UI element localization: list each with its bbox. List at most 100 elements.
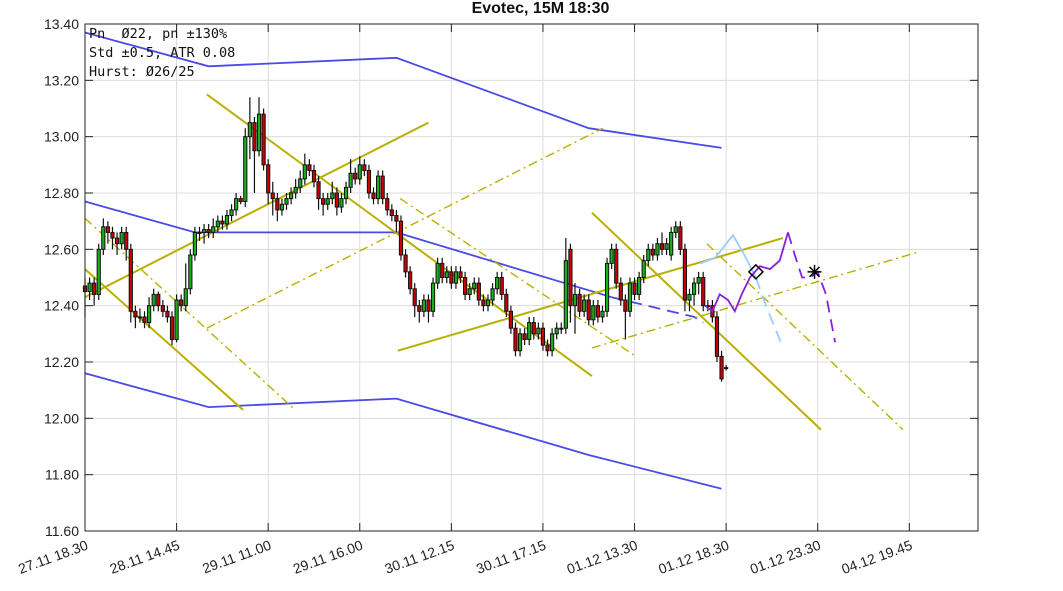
candle [224,209,230,230]
trendline-dashdot [399,198,637,357]
candle-body [398,220,404,256]
candle [238,195,243,205]
candle [614,243,619,289]
candle-body [275,198,280,211]
candle-body [147,305,152,324]
candle [513,322,518,357]
candle-body [92,282,97,295]
candle-body [696,277,701,284]
candle [485,294,491,312]
candle [321,193,326,216]
candle-body [137,316,143,319]
x-tick-label: 01.12 23.30 [748,537,823,577]
candle [275,193,280,222]
candle-body [673,226,678,233]
candle-body [462,277,468,295]
candle-body [197,231,202,234]
candle-body [293,186,298,194]
candle-body [719,355,724,380]
candle-body [316,181,321,200]
candle [375,170,381,205]
candle [691,277,697,306]
candle-body [682,248,688,301]
candle [449,266,454,289]
candle-body [559,327,564,330]
candle-body [224,215,230,225]
candle-body [307,164,312,171]
candle [453,266,459,289]
candle [435,257,440,289]
candle [627,277,633,317]
candle-body [614,248,619,284]
candle [316,176,321,210]
candle [650,243,655,261]
candle-body [160,305,165,312]
candle-body [499,277,504,295]
candle [641,254,646,284]
candle-body [206,229,211,233]
candle-body [600,310,605,318]
candle [110,226,115,250]
candle-body [508,310,513,329]
forecast-b-line [704,232,789,314]
candle [362,159,367,177]
candle-body [563,260,568,329]
candle [151,288,156,312]
candle [307,159,312,177]
candle-body [156,293,161,307]
candle [403,249,408,278]
candle [724,364,729,371]
candle [527,316,532,346]
candle-body [504,293,509,312]
candle-body [110,231,115,239]
candle-body [650,248,655,256]
candle-body [701,277,706,307]
candle [247,97,252,160]
candle [215,215,220,233]
candle-body [325,198,330,205]
candle [343,181,349,205]
trendline-solid [397,237,784,352]
candle [467,283,472,301]
candle-body [659,243,665,250]
candle [385,193,390,216]
candle [357,156,362,185]
candle-body [527,322,532,340]
candle [563,238,568,334]
info-line-2: Std ±0.5, ATR 0.08 [89,45,236,61]
candle [197,226,202,241]
forecast-a-projection [755,277,783,346]
candle [371,187,376,205]
diamond-marker [747,263,764,280]
candle-body [664,243,669,250]
candle-body [165,310,170,318]
band-upper [84,31,722,149]
candle [243,128,248,208]
candle-body [234,198,239,211]
trendline-dashdot [206,127,604,329]
candle-body [582,299,587,312]
candle-body [101,226,106,250]
candle [412,283,417,317]
candle [540,322,546,351]
candle [188,249,193,295]
candle [192,226,198,261]
candle-body [279,203,285,211]
candle-body [261,113,266,166]
forecast-b-projection [787,232,836,343]
candle [517,328,523,357]
trendline-solid [84,121,429,299]
candle-body [586,299,591,321]
candle [623,294,628,340]
candle-body [572,293,578,307]
candle [256,97,262,157]
candle [582,294,587,317]
plot-frame [84,23,979,532]
candle-body [353,172,358,180]
forecast-a-line [699,233,757,278]
candle-body [403,254,408,273]
x-tick-label: 01.12 18.30 [656,537,731,577]
candle-body [531,322,536,335]
y-tick-label: 12.00 [44,410,79,426]
